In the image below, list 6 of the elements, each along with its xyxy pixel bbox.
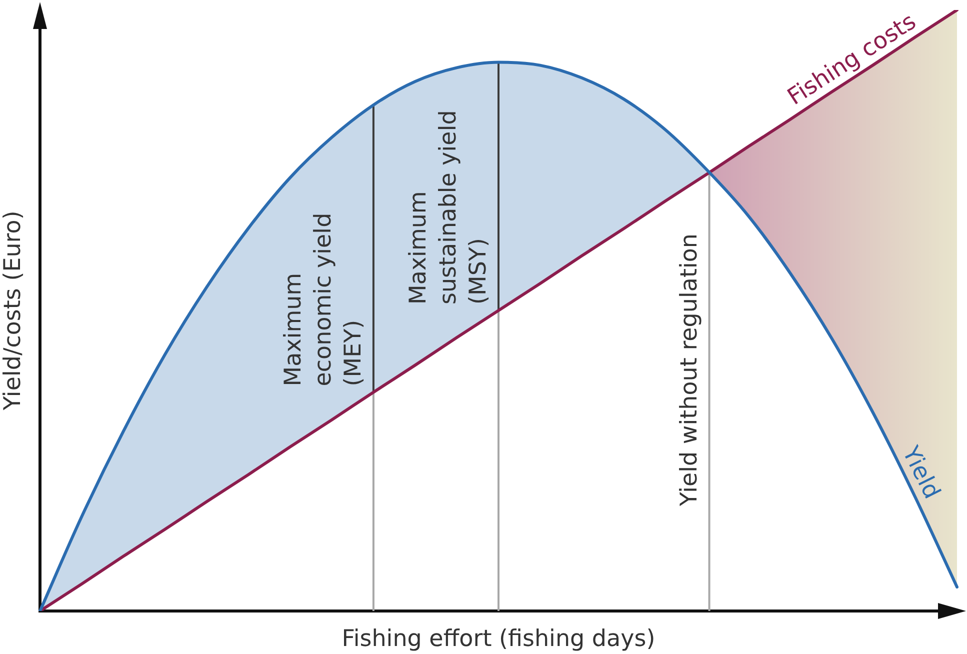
annotation: Yield without regulation	[676, 233, 702, 508]
x-axis-title: Fishing effort (fishing days)	[342, 626, 656, 652]
y-axis-title: Yield/costs (Euro)	[0, 210, 26, 412]
annotation: Maximum sustainable yield (MSY)	[406, 110, 492, 304]
text: Yield	[896, 442, 945, 504]
annotation: Maximum economic yield (MEY)	[280, 212, 366, 386]
